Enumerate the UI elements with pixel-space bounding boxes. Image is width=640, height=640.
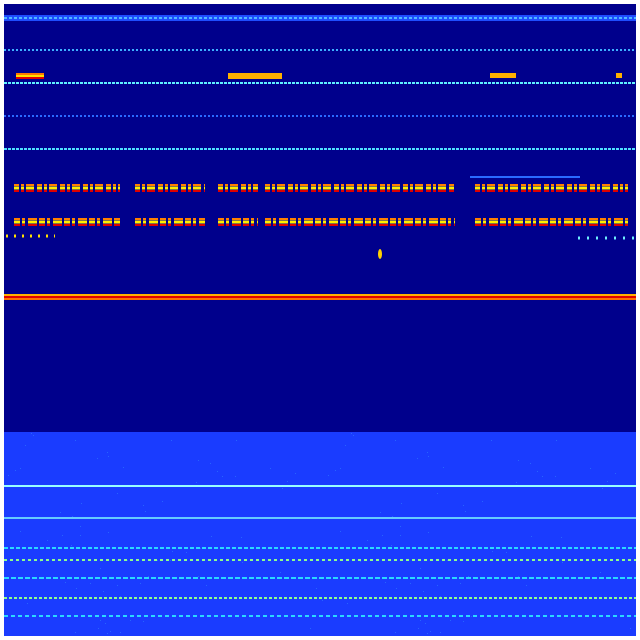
- strong-line: [4, 294, 636, 296]
- noise: [4, 432, 636, 636]
- burst-row: [14, 218, 628, 226]
- burst: [16, 73, 44, 75]
- noise-stripes: [4, 485, 636, 617]
- strong-line: [4, 296, 636, 298]
- burst: [228, 73, 282, 79]
- blip: [378, 249, 382, 259]
- strong-line: [4, 298, 636, 300]
- burst-row: [14, 184, 628, 192]
- burst: [490, 73, 516, 78]
- burst-row: [16, 73, 622, 79]
- burst: [616, 73, 622, 78]
- burst: [16, 77, 44, 79]
- burst: [16, 75, 44, 77]
